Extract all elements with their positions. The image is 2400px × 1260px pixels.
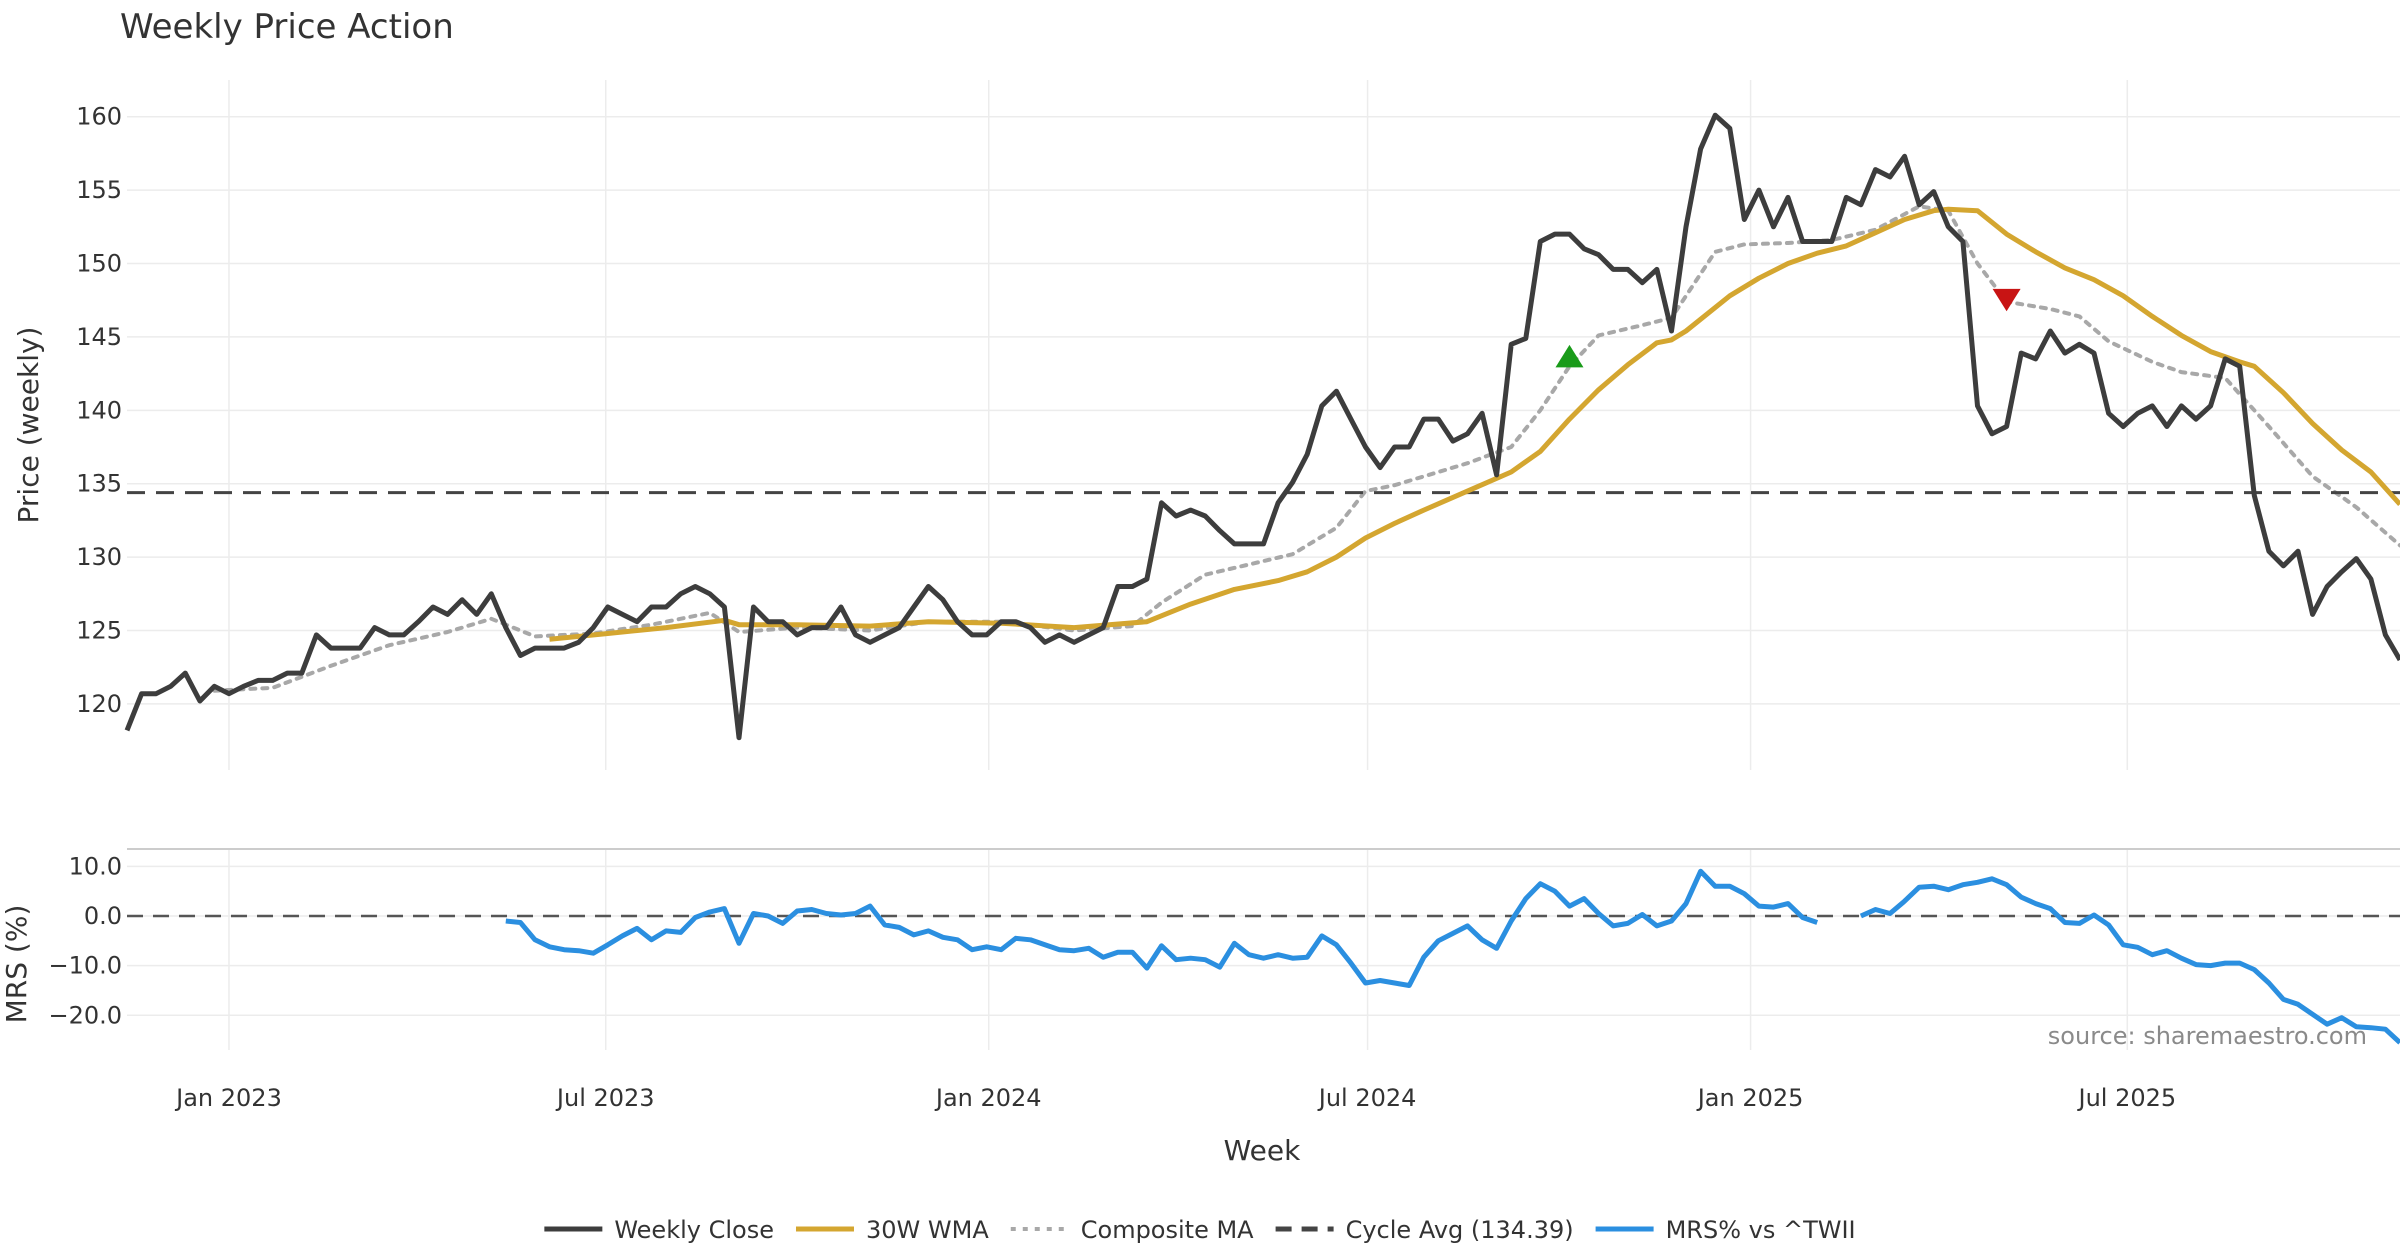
mrs-y-ticks: 10.0 0.0 −10.0 −20.0	[48, 852, 122, 1029]
price-y-tick-label: 120	[76, 690, 122, 718]
legend-label: MRS% vs ^TWII	[1666, 1216, 1856, 1244]
x-tick-label: Jan 2025	[1696, 1084, 1804, 1112]
mrs-y-tick-label: −10.0	[48, 952, 122, 980]
mrs-line-segment-1	[1859, 876, 2400, 1045]
price-y-tick-label: 155	[76, 176, 122, 204]
x-tick-label: Jul 2023	[555, 1084, 655, 1112]
legend-label: Weekly Close	[614, 1216, 774, 1244]
legend-item-composite-ma: Composite MA	[1010, 1216, 1254, 1244]
x-tick-label: Jul 2025	[2076, 1084, 2176, 1112]
price-y-tick-label: 130	[76, 543, 122, 571]
legend-label: Cycle Avg (134.39)	[1346, 1216, 1574, 1244]
legend-item-cycle-avg-134-39: Cycle Avg (134.39)	[1275, 1216, 1574, 1244]
mrs-series	[127, 868, 2400, 1045]
price-y-axis-label: Price (weekly)	[12, 327, 45, 524]
price-y-tick-label: 140	[76, 396, 122, 424]
x-axis-label: Week	[1224, 1134, 1301, 1167]
chart-title: Weekly Price Action	[120, 7, 454, 47]
sell-signal-marker	[1992, 288, 2021, 312]
signal-markers	[1555, 288, 2021, 368]
legend-label: 30W WMA	[866, 1216, 989, 1244]
30w-wma-line	[549, 206, 2400, 642]
price-y-tick-label: 160	[76, 103, 122, 131]
mrs-y-tick-label: 10.0	[69, 852, 122, 880]
legend-label: Composite MA	[1081, 1216, 1254, 1244]
mrs-gridlines	[127, 849, 2400, 1050]
legend: Weekly Close 30W WMA Composite MA Cycle Avg…	[544, 1216, 1856, 1244]
price-series	[124, 112, 2400, 741]
buy-signal-marker	[1555, 344, 1584, 368]
legend-item-weekly-close: Weekly Close	[544, 1216, 774, 1244]
mrs-y-tick-label: −20.0	[48, 1001, 122, 1029]
mrs-y-tick-label: 0.0	[84, 902, 122, 930]
mrs-line-segment-0	[505, 868, 1819, 988]
price-y-tick-label: 135	[76, 470, 122, 498]
legend-item-mrs-vs-twii: MRS% vs ^TWII	[1595, 1216, 1856, 1244]
legend-item-30w-wma: 30W WMA	[795, 1216, 989, 1244]
price-gridlines	[127, 80, 2400, 770]
composite-ma-line	[212, 204, 2400, 693]
x-tick-label: Jan 2023	[174, 1084, 282, 1112]
source-annotation: source: sharemaestro.com	[2048, 1022, 2367, 1050]
x-tick-label: Jan 2024	[934, 1084, 1042, 1112]
x-tick-label: Jul 2024	[1317, 1084, 1417, 1112]
price-y-tick-label: 125	[76, 617, 122, 645]
price-y-ticks: 120 125 130 135 140 145 150 155 160	[76, 103, 122, 718]
weekly-close-line	[124, 112, 2400, 741]
price-y-tick-label: 145	[76, 323, 122, 351]
x-ticks: Jan 2023 Jul 2023 Jan 2024 Jul 2024 Jan 2025…	[174, 1084, 2176, 1112]
price-y-tick-label: 150	[76, 250, 122, 278]
mrs-y-axis-label: MRS (%)	[0, 905, 33, 1024]
